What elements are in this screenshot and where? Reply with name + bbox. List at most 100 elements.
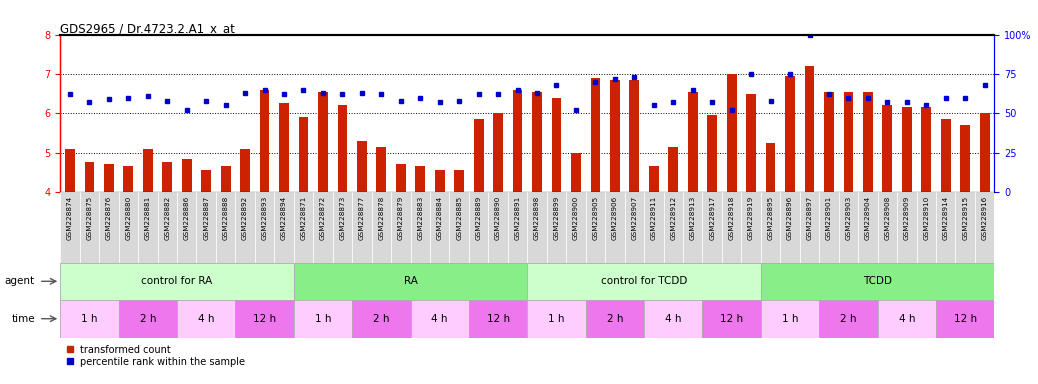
Bar	[216, 192, 236, 263]
Bar	[162, 162, 172, 192]
Bar	[260, 90, 270, 192]
Bar	[975, 192, 994, 263]
Bar	[508, 192, 527, 263]
Text: GSM228882: GSM228882	[164, 195, 170, 240]
Text: GSM228905: GSM228905	[593, 195, 599, 240]
Text: RA: RA	[404, 276, 417, 286]
Bar	[936, 300, 994, 338]
Bar	[610, 80, 620, 192]
Bar	[176, 192, 196, 263]
Text: GSM228897: GSM228897	[807, 195, 813, 240]
Text: 4 h: 4 h	[432, 314, 448, 324]
Text: GSM228901: GSM228901	[826, 195, 832, 240]
Bar	[449, 192, 469, 263]
Bar	[337, 106, 348, 192]
Bar	[493, 113, 503, 192]
Text: GSM228891: GSM228891	[515, 195, 521, 240]
Bar	[294, 263, 527, 300]
Text: GSM228889: GSM228889	[475, 195, 482, 240]
Bar	[761, 300, 819, 338]
Bar	[527, 263, 761, 300]
Text: 2 h: 2 h	[139, 314, 156, 324]
Bar	[644, 300, 703, 338]
Text: control for RA: control for RA	[141, 276, 213, 286]
Bar	[844, 92, 853, 192]
Bar	[201, 170, 211, 192]
Bar	[591, 78, 600, 192]
Bar	[299, 117, 308, 192]
Bar	[513, 90, 522, 192]
Text: GSM228873: GSM228873	[339, 195, 346, 240]
Bar	[294, 300, 352, 338]
Bar	[625, 192, 644, 263]
Text: control for TCDD: control for TCDD	[601, 276, 687, 286]
Bar	[143, 149, 153, 192]
Bar	[118, 192, 138, 263]
Text: GSM228916: GSM228916	[982, 195, 988, 240]
Text: GSM228875: GSM228875	[86, 195, 92, 240]
Text: 2 h: 2 h	[373, 314, 389, 324]
Bar	[357, 141, 366, 192]
Bar	[527, 192, 547, 263]
Bar	[411, 192, 430, 263]
Text: GSM228883: GSM228883	[417, 195, 424, 240]
Bar	[663, 192, 683, 263]
Text: GDS2965 / Dr.4723.2.A1_x_at: GDS2965 / Dr.4723.2.A1_x_at	[60, 22, 235, 35]
Text: GSM228900: GSM228900	[573, 195, 579, 240]
Text: GSM228893: GSM228893	[262, 195, 268, 240]
Bar	[84, 162, 94, 192]
Text: GSM228871: GSM228871	[300, 195, 306, 240]
Bar	[703, 192, 722, 263]
Text: GSM228872: GSM228872	[320, 195, 326, 240]
Text: 1 h: 1 h	[315, 314, 331, 324]
Bar	[488, 192, 508, 263]
Bar	[785, 76, 795, 192]
Bar	[473, 119, 484, 192]
Bar	[352, 300, 410, 338]
Text: 4 h: 4 h	[198, 314, 215, 324]
Bar	[567, 192, 585, 263]
Bar	[372, 192, 391, 263]
Bar	[668, 147, 678, 192]
Text: 12 h: 12 h	[720, 314, 743, 324]
Bar	[877, 300, 936, 338]
Text: 1 h: 1 h	[548, 314, 565, 324]
Text: GSM228895: GSM228895	[767, 195, 773, 240]
Bar	[176, 300, 236, 338]
Text: GSM228887: GSM228887	[203, 195, 210, 240]
Bar	[240, 149, 250, 192]
Text: GSM228881: GSM228881	[144, 195, 151, 240]
Bar	[254, 192, 274, 263]
Bar	[882, 106, 893, 192]
Text: agent: agent	[5, 276, 35, 286]
Bar	[746, 94, 756, 192]
Text: GSM228914: GSM228914	[943, 195, 949, 240]
Text: GSM228912: GSM228912	[671, 195, 677, 240]
Bar	[455, 170, 464, 192]
Bar	[766, 143, 775, 192]
Bar	[980, 113, 989, 192]
Bar	[917, 192, 936, 263]
Bar	[118, 300, 176, 338]
Bar	[858, 192, 877, 263]
Text: GSM228874: GSM228874	[66, 195, 73, 240]
Bar	[313, 192, 332, 263]
Bar	[182, 159, 192, 192]
Bar	[804, 66, 815, 192]
Text: GSM228880: GSM228880	[126, 195, 132, 240]
Bar	[124, 166, 133, 192]
Bar	[547, 192, 566, 263]
Text: 4 h: 4 h	[899, 314, 916, 324]
Text: GSM228892: GSM228892	[242, 195, 248, 240]
Bar	[922, 108, 931, 192]
Bar	[703, 300, 761, 338]
Text: 4 h: 4 h	[665, 314, 682, 324]
Bar	[551, 98, 562, 192]
Bar	[824, 92, 834, 192]
Text: GSM228915: GSM228915	[962, 195, 968, 240]
Bar	[391, 192, 410, 263]
Text: GSM228890: GSM228890	[495, 195, 501, 240]
Text: GSM228919: GSM228919	[748, 195, 755, 240]
Bar	[727, 74, 737, 192]
Bar	[395, 164, 406, 192]
